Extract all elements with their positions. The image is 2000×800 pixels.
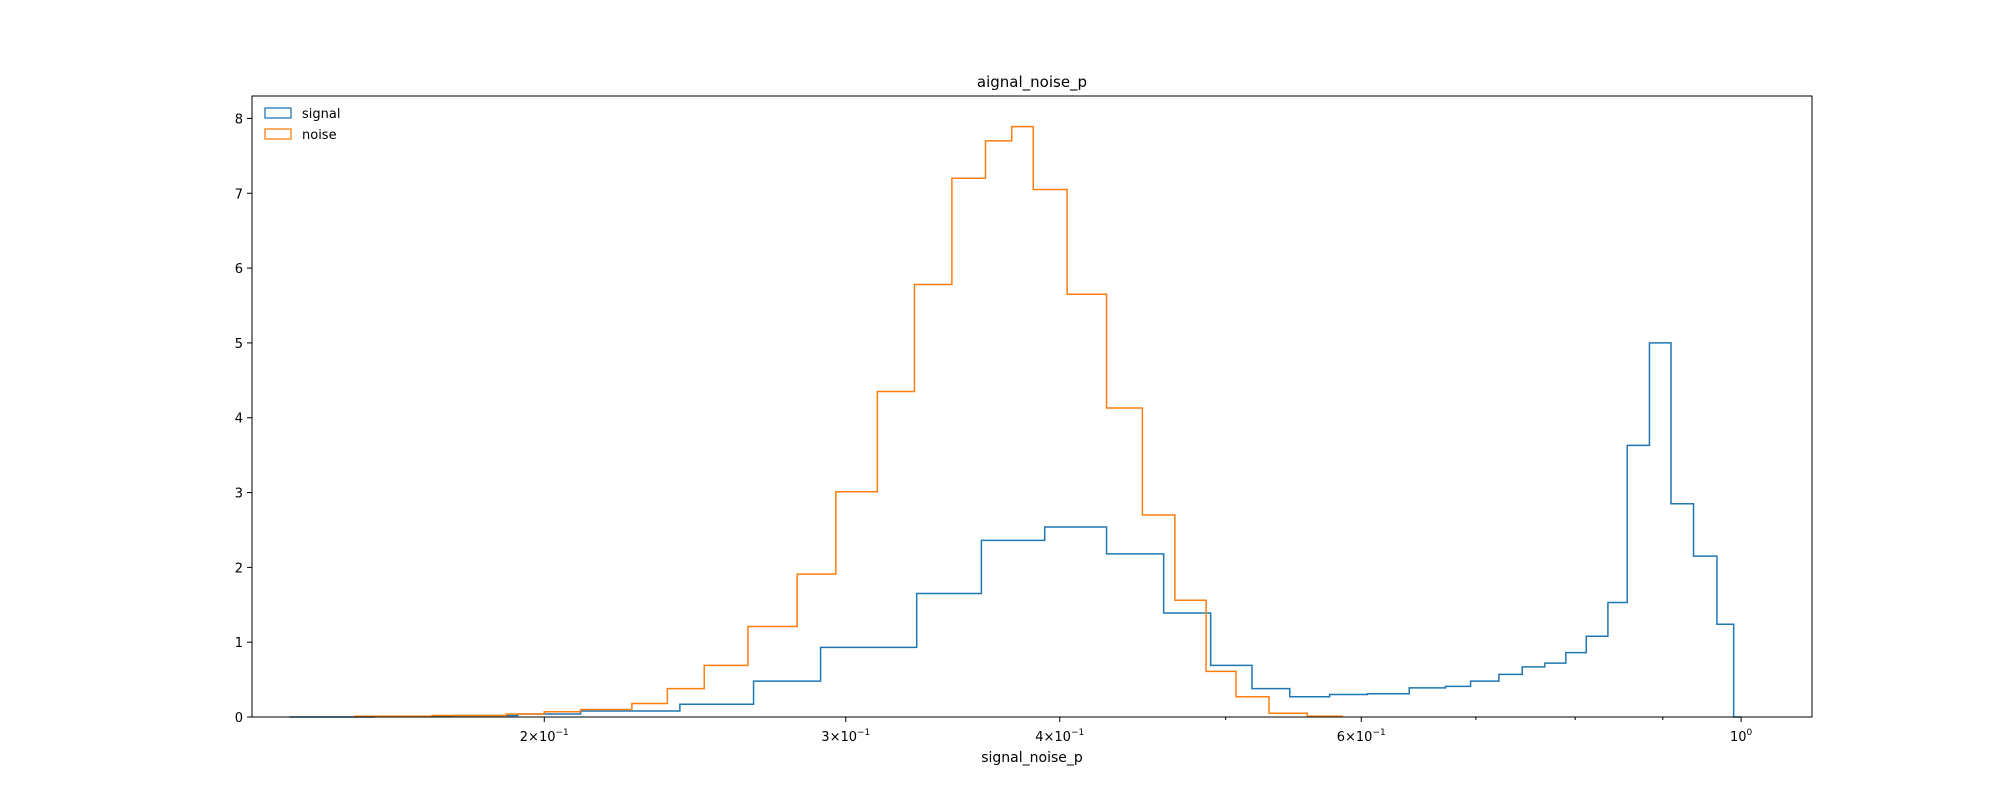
y-tick-label: 8 bbox=[235, 112, 243, 127]
legend-swatch-noise bbox=[264, 128, 292, 140]
x-tick-label: 3×10−1 bbox=[821, 728, 870, 745]
x-tick-label: 100 bbox=[1730, 728, 1753, 745]
y-tick-label: 0 bbox=[235, 711, 243, 726]
legend-label-noise: noise bbox=[302, 128, 337, 143]
axis-ticks: 0 1 2 3 4 5 6 7 8 2×10−1 3×10−1 4×10−1 6×10−1 100 bbox=[235, 112, 1753, 745]
y-tick-label: 1 bbox=[235, 636, 243, 651]
y-tick-label: 4 bbox=[235, 412, 243, 427]
y-tick-label: 2 bbox=[235, 561, 243, 576]
y-tick-label: 6 bbox=[235, 262, 243, 277]
y-tick-label: 5 bbox=[235, 337, 243, 352]
y-tick-label: 3 bbox=[235, 487, 243, 502]
legend-label-signal: signal bbox=[302, 107, 340, 122]
chart-title: aignal_noise_p bbox=[977, 73, 1087, 92]
legend-swatch-signal bbox=[264, 107, 292, 119]
x-tick-label: 2×10−1 bbox=[520, 728, 569, 745]
series-noise-line bbox=[353, 125, 1344, 717]
x-tick-label: 6×10−1 bbox=[1337, 728, 1386, 745]
plot-area bbox=[289, 125, 1742, 718]
series-signal-line bbox=[289, 342, 1742, 718]
plot-frame bbox=[251, 95, 1813, 718]
legend: signal noise bbox=[264, 107, 340, 143]
y-tick-label: 7 bbox=[235, 187, 243, 202]
x-tick-label: 4×10−1 bbox=[1035, 728, 1084, 745]
x-axis-label: signal_noise_p bbox=[981, 750, 1083, 766]
